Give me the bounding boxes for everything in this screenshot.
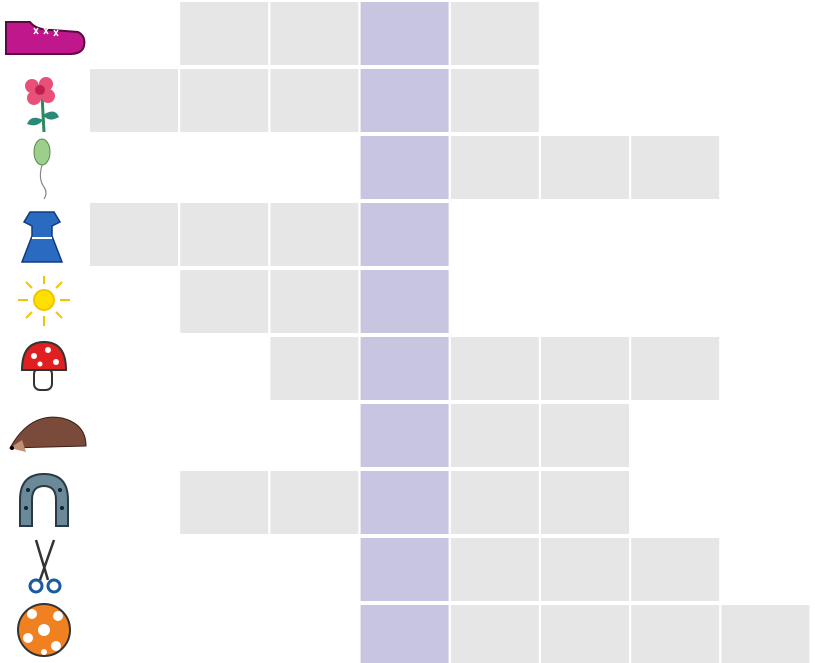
icon-hedgehog bbox=[10, 417, 86, 452]
letter-cell[interactable] bbox=[90, 69, 178, 132]
letter-cell[interactable] bbox=[451, 404, 539, 467]
letter-cell[interactable] bbox=[631, 136, 719, 199]
letter-cell[interactable] bbox=[270, 270, 358, 333]
letter-cell[interactable] bbox=[90, 203, 178, 266]
letter-cell[interactable] bbox=[541, 404, 629, 467]
letter-cell[interactable] bbox=[451, 2, 539, 65]
letter-cell[interactable] bbox=[180, 69, 268, 132]
letter-cell[interactable] bbox=[451, 471, 539, 534]
letter-cell[interactable] bbox=[451, 538, 539, 601]
letter-cell[interactable] bbox=[631, 337, 719, 400]
letter-cell[interactable] bbox=[270, 69, 358, 132]
letter-cell[interactable] bbox=[631, 605, 719, 663]
icon-scissors bbox=[30, 540, 60, 592]
letter-cell[interactable] bbox=[541, 136, 629, 199]
key-cell[interactable] bbox=[361, 69, 449, 132]
letter-cell[interactable] bbox=[180, 2, 268, 65]
letter-cell[interactable] bbox=[541, 337, 629, 400]
letter-cell[interactable] bbox=[541, 538, 629, 601]
crossword-board bbox=[0, 0, 815, 663]
key-cell[interactable] bbox=[361, 136, 449, 199]
icon-balloon bbox=[34, 139, 50, 199]
letter-cell[interactable] bbox=[541, 471, 629, 534]
key-cell[interactable] bbox=[361, 2, 449, 65]
icon-mushroom bbox=[22, 342, 66, 390]
icon-shoe bbox=[6, 22, 84, 54]
key-cell[interactable] bbox=[361, 270, 449, 333]
letter-cell[interactable] bbox=[631, 538, 719, 601]
letter-cell[interactable] bbox=[721, 605, 809, 663]
icon-dress bbox=[22, 212, 62, 262]
letter-cell[interactable] bbox=[451, 605, 539, 663]
letter-cell[interactable] bbox=[180, 203, 268, 266]
icon-horseshoe bbox=[20, 474, 68, 526]
icon-ball bbox=[18, 604, 70, 656]
icon-flower bbox=[25, 77, 59, 132]
icon-sun bbox=[18, 276, 70, 326]
letter-cell[interactable] bbox=[451, 337, 539, 400]
key-cell[interactable] bbox=[361, 605, 449, 663]
key-cell[interactable] bbox=[361, 337, 449, 400]
letter-cell[interactable] bbox=[270, 337, 358, 400]
key-cell[interactable] bbox=[361, 203, 449, 266]
letter-cell[interactable] bbox=[270, 2, 358, 65]
key-cell[interactable] bbox=[361, 404, 449, 467]
letter-cell[interactable] bbox=[451, 136, 539, 199]
key-cell[interactable] bbox=[361, 538, 449, 601]
letter-cell[interactable] bbox=[270, 471, 358, 534]
key-cell[interactable] bbox=[361, 471, 449, 534]
letter-cell[interactable] bbox=[180, 471, 268, 534]
letter-cell[interactable] bbox=[451, 69, 539, 132]
letter-cell[interactable] bbox=[270, 203, 358, 266]
letter-cell[interactable] bbox=[541, 605, 629, 663]
letter-cell[interactable] bbox=[180, 270, 268, 333]
